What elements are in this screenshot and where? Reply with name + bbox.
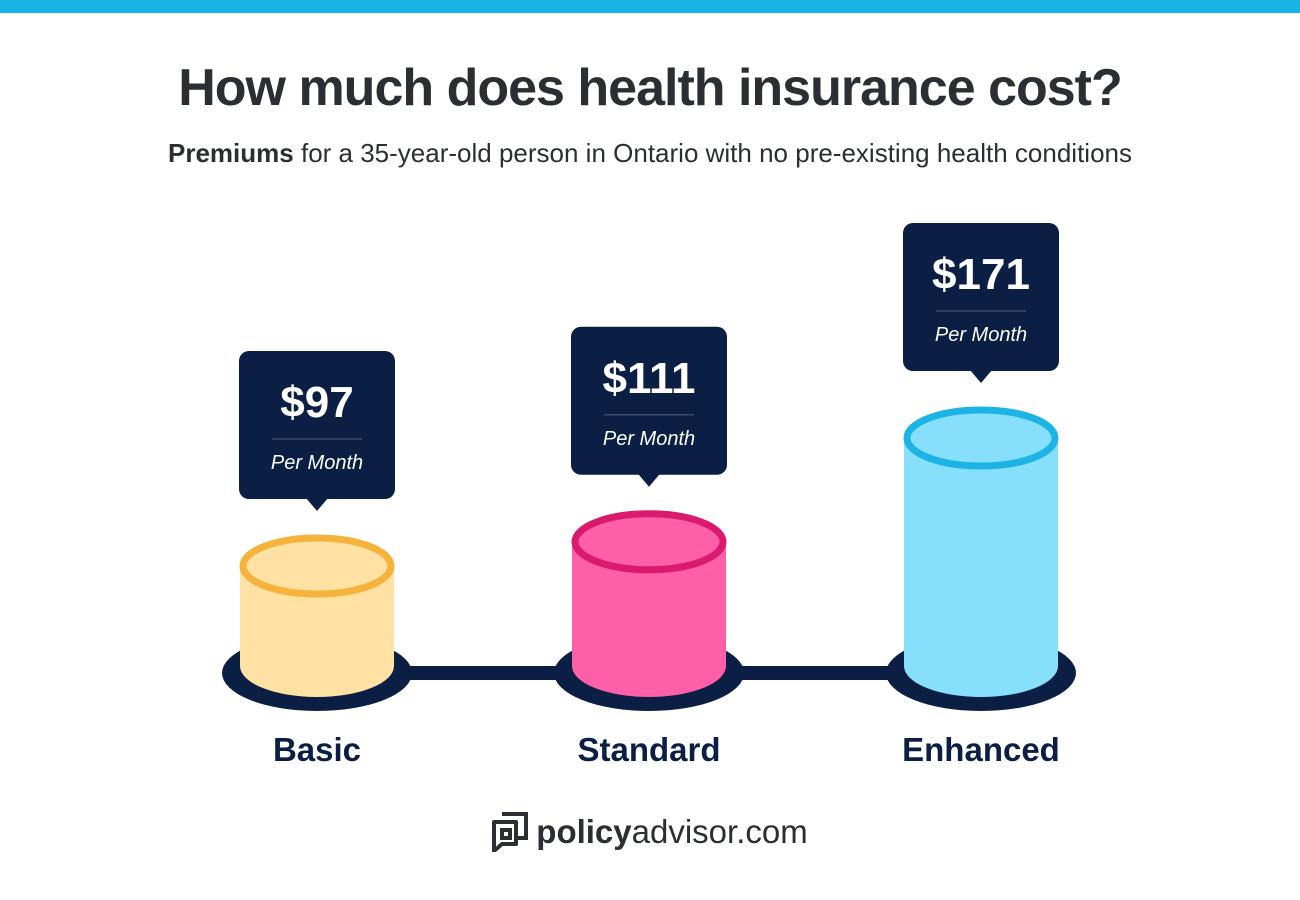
subtitle-rest: for a 35-year-old person in Ontario with… — [293, 138, 1132, 168]
unit-label-1: Per Month — [603, 428, 695, 450]
brand-text-bold: policy — [536, 813, 632, 850]
brand-text: policyadvisor.com — [536, 813, 807, 851]
bar-top-rim-0 — [239, 534, 395, 598]
value-tooltip-pointer-0 — [306, 498, 328, 511]
bar-enhanced — [904, 438, 1058, 697]
value-tooltip-1 — [571, 326, 727, 475]
bar-top-rim-1 — [571, 510, 727, 574]
category-label-2: Enhanced — [902, 731, 1060, 768]
top-accent-bar — [0, 0, 1300, 13]
unit-label-2: Per Month — [935, 324, 1027, 346]
bar-top-rim-2 — [903, 406, 1059, 470]
bar-basic — [240, 566, 394, 697]
subtitle-bold: Premiums — [168, 138, 294, 168]
policyadvisor-logo-icon — [492, 812, 529, 852]
category-label-0: Basic — [273, 731, 361, 768]
brand-text-rest: advisor.com — [631, 813, 808, 850]
value-label-1: $111 — [602, 354, 695, 403]
brand-logo: policyadvisor.com — [0, 812, 1300, 852]
bar-standard — [572, 541, 726, 697]
value-tooltip-pointer-1 — [638, 473, 660, 487]
page-subtitle: Premiums for a 35-year-old person in Ont… — [0, 138, 1300, 169]
page-title: How much does health insurance cost? — [178, 59, 1123, 117]
value-tooltip-pointer-2 — [970, 370, 992, 383]
unit-label-0: Per Month — [271, 452, 363, 474]
value-label-2: $171 — [932, 250, 1030, 299]
value-tooltip-0 — [239, 351, 395, 499]
category-label-1: Standard — [577, 731, 720, 768]
value-label-0: $97 — [280, 378, 353, 427]
value-tooltip-2 — [903, 223, 1059, 371]
